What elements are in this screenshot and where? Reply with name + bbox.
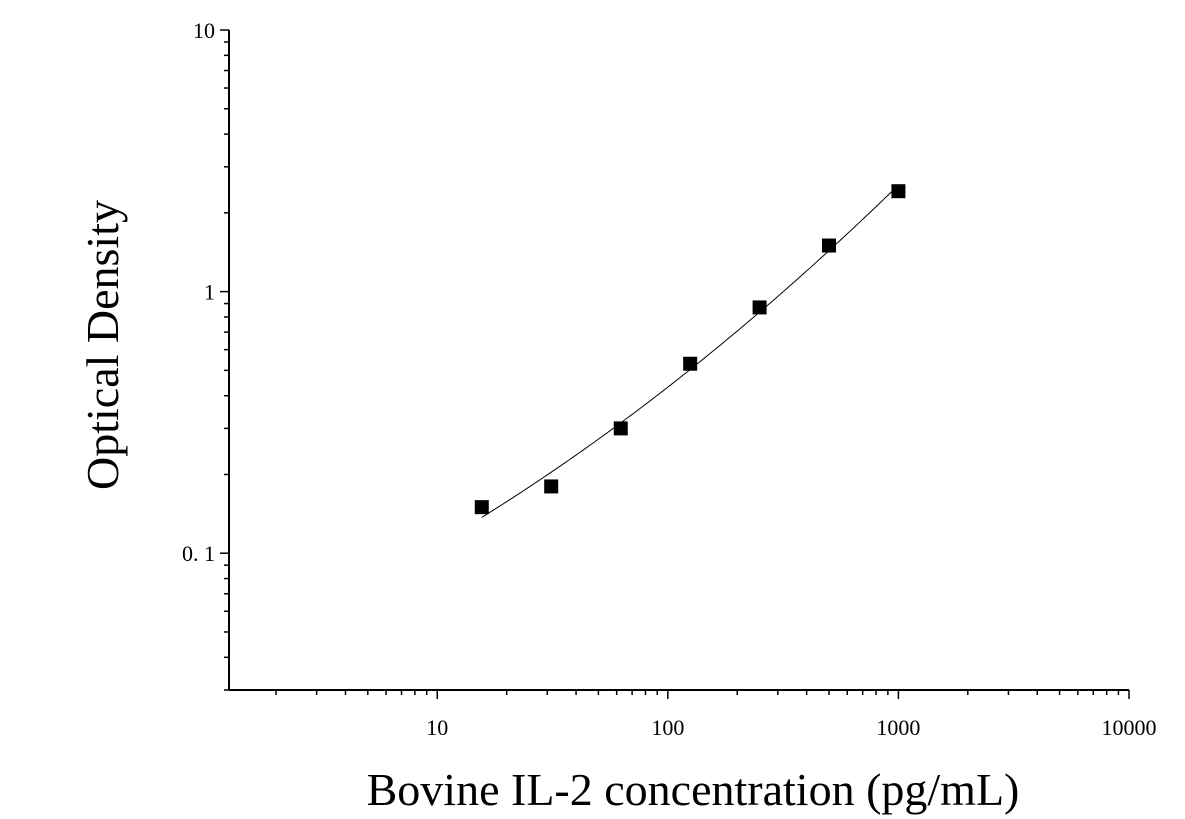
x-axis-ticks: 10 100 1000 10000 [275, 690, 1157, 740]
y-tick-label: 0. 1 [182, 541, 215, 566]
y-tick-label: 10 [193, 18, 215, 43]
x-tick-label: 100 [651, 715, 684, 740]
data-points [474, 184, 906, 515]
x-tick-label: 1000 [876, 715, 920, 740]
data-point [544, 479, 559, 494]
data-point [613, 421, 628, 436]
x-tick-label: 10000 [1102, 715, 1157, 740]
y-axis-ticks: 0. 1 1 10 [182, 18, 229, 691]
y-axis-title: Optical Density [77, 200, 128, 490]
data-point [891, 184, 906, 199]
data-point [474, 500, 489, 515]
x-axis-title: Bovine IL-2 concentration (pg/mL) [367, 764, 1020, 815]
data-point [683, 356, 698, 371]
axes [228, 30, 1129, 691]
fit-curve [481, 184, 899, 518]
data-point [822, 238, 836, 253]
y-tick-label: 1 [204, 280, 215, 305]
data-point [752, 300, 767, 315]
x-tick-label: 10 [426, 715, 448, 740]
